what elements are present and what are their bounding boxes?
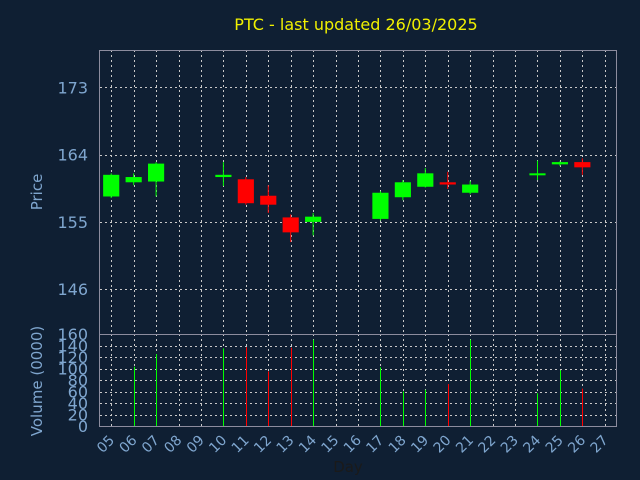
price-grid [100,50,616,334]
price-y-tick-label: 155 [57,213,88,232]
candle-body [148,163,165,182]
price-y-tick-label: 164 [57,146,88,165]
volume-y-tick-label: 0 [78,417,88,436]
price-candles [103,158,591,243]
price-y-ticks: 146 155 164 173 [57,78,88,299]
candle-body [574,162,591,168]
x-tick-label: 07 [139,433,163,457]
x-tick-label: 05 [94,433,118,457]
volume-y-tick-label: 120 [57,348,88,367]
x-tick-label: 23 [498,433,522,457]
candle-body [462,184,479,193]
volume-y-tick-label: 100 [57,360,88,379]
x-tick-label: 24 [520,432,544,456]
candle-body [394,182,411,198]
x-tick-label: 17 [363,433,387,457]
candle-body [529,173,546,176]
x-tick-label: 06 [117,432,141,456]
candle-body [215,174,232,178]
volume-y-tick-label: 80 [68,371,88,390]
x-tick-label: 12 [251,433,275,457]
x-tick-label: 18 [386,433,410,457]
x-axis-label: Day [333,458,363,476]
candle-body [439,182,456,185]
x-tick-label: 25 [543,433,567,457]
x-ticks: 0506070809101112131415161718192021222324… [94,432,611,456]
candle-body [237,179,254,204]
x-tick-label: 21 [453,433,477,457]
volume-grid [100,334,616,427]
candle-body [125,177,142,183]
candle-body [551,162,568,165]
x-tick-label: 10 [206,433,230,457]
volume-axis-label: Volume (0000) [28,326,46,436]
x-tick-label: 26 [565,432,589,456]
volume-y-tick-label: 20 [68,406,88,425]
candle-body [372,192,389,219]
x-tick-label: 15 [318,433,342,457]
candle-body [417,173,434,187]
x-tick-label: 11 [229,433,253,457]
x-tick-label: 20 [431,433,455,457]
volume-y-tick-label: 40 [68,394,88,413]
x-tick-label: 22 [476,433,500,457]
volume-y-tick-label: 60 [68,383,88,402]
x-tick-label: 27 [588,433,612,457]
chart-title: PTC - last updated 26/03/2025 [234,15,477,34]
candle-body [282,217,299,233]
price-axis-label: Price [28,174,46,211]
volume-panel-frame [99,334,617,427]
price-y-tick-label: 173 [57,78,88,97]
volume-y-tick-label: 140 [57,337,88,356]
x-tick-label: 14 [296,432,320,456]
candle-body [305,216,322,222]
x-tick-label: 19 [408,433,432,457]
x-tick-label: 09 [184,433,208,457]
candle-body [260,195,277,205]
x-tick-label: 08 [161,433,185,457]
candle-body [103,174,120,197]
volume-bars [134,339,583,426]
volume-y-tick-label: 160 [57,325,88,344]
x-tick-label: 13 [274,433,298,457]
price-y-tick-label: 146 [57,280,88,299]
x-tick-label: 16 [341,432,365,456]
